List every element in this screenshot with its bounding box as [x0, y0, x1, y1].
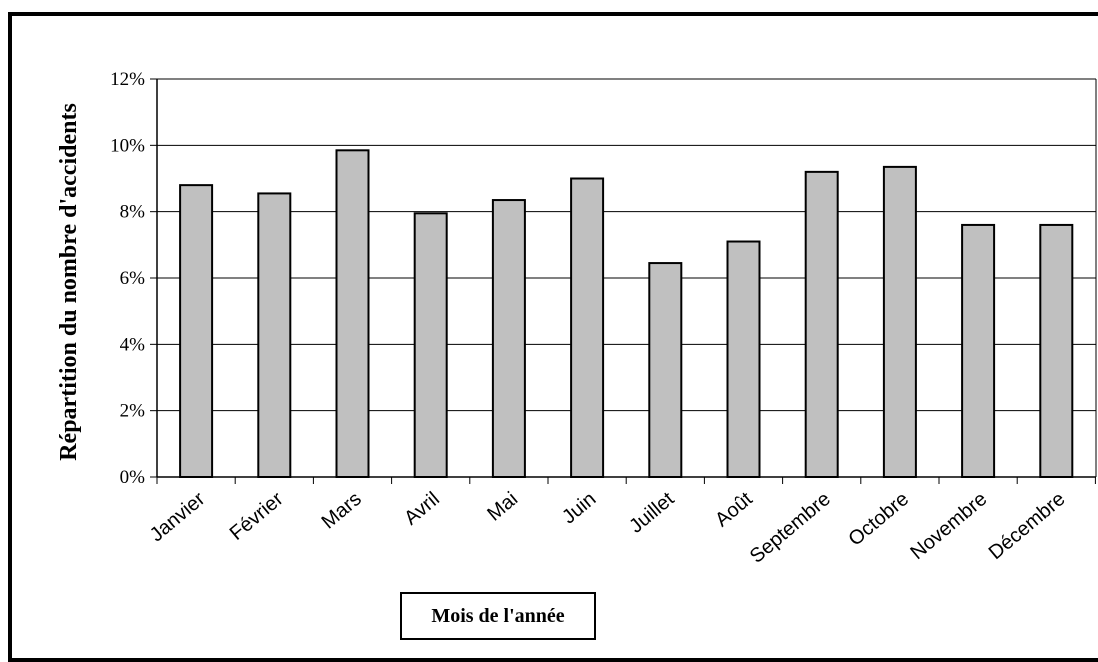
- x-tick-label: Octobre: [844, 488, 913, 551]
- x-tick-label: Avril: [400, 488, 444, 530]
- bar-septembre: [804, 170, 839, 478]
- bar-décembre: [1039, 223, 1074, 478]
- bar-juillet: [648, 262, 683, 479]
- bar-juin: [570, 177, 605, 478]
- y-tick-label: 8%: [120, 202, 146, 223]
- x-tick-label: Mars: [318, 488, 366, 533]
- bar-avril: [413, 212, 448, 478]
- y-tick-label: 10%: [110, 135, 145, 156]
- y-axis-label: Répartition du nombre d'accidents: [56, 103, 82, 461]
- x-tick-label: Mai: [483, 488, 522, 526]
- bar-août: [726, 240, 761, 478]
- y-tick-label: 6%: [120, 268, 146, 289]
- y-tick-label: 2%: [120, 401, 146, 422]
- bar-novembre: [961, 223, 996, 478]
- bar-chart: 0% 2% 4% 6% 8% 10% 12% Janvier Février Mars Avril M…: [56, 69, 1097, 568]
- x-tick-label: Août: [711, 488, 757, 532]
- x-tick-label: Février: [226, 488, 288, 545]
- y-tick-label: 0%: [120, 467, 146, 488]
- x-axis-label: Mois de l'année: [400, 592, 596, 640]
- bar-mars: [335, 149, 370, 479]
- bar-mai: [491, 199, 526, 479]
- bar-février: [257, 192, 292, 479]
- x-tick-label: Janvier: [146, 488, 210, 547]
- bar-octobre: [882, 165, 917, 478]
- y-tick-label: 4%: [120, 334, 146, 355]
- bar-janvier: [179, 184, 214, 478]
- x-tick-label: Septembre: [746, 488, 835, 568]
- y-tick-label: 12%: [110, 69, 145, 90]
- x-tick-label: Juin: [558, 488, 600, 528]
- x-tick-label: Décembre: [985, 488, 1070, 564]
- x-tick-label: Novembre: [906, 488, 991, 564]
- x-tick-label: Juillet: [625, 488, 679, 538]
